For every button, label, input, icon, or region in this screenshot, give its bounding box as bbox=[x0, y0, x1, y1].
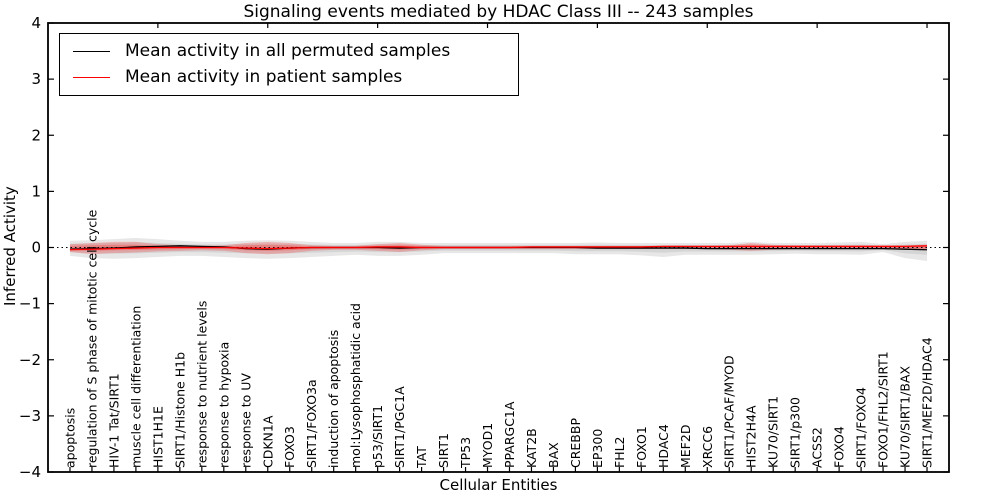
x-tick-label: TP53 bbox=[458, 437, 473, 469]
x-tick-label: HIV-1 Tat/SIRT1 bbox=[106, 373, 121, 468]
x-tick-label: KU70/SIRT1/BAX bbox=[898, 366, 913, 468]
legend-label-permuted: Mean activity in all permuted samples bbox=[125, 41, 451, 61]
x-tick-label: TAT bbox=[414, 446, 429, 469]
x-tick-label: SIRT1/Histone H1b bbox=[172, 352, 187, 468]
x-tick-label: mol:Lysophosphatidic acid bbox=[348, 303, 363, 468]
y-tick-label: −2 bbox=[19, 351, 41, 369]
x-tick-label: MYOD1 bbox=[480, 423, 495, 468]
x-tick-label: FOXO4 bbox=[832, 426, 847, 468]
x-tick-label: apoptosis bbox=[62, 408, 77, 468]
x-tick-label: KU70/SIRT1 bbox=[766, 396, 781, 468]
x-tick-label: MEF2D bbox=[678, 425, 693, 468]
legend-entry-permuted: Mean activity in all permuted samples bbox=[73, 43, 518, 60]
x-tick-label: CDKN1A bbox=[260, 415, 275, 468]
legend-entry-patient: Mean activity in patient samples bbox=[73, 69, 518, 86]
x-tick-label: ACSS2 bbox=[810, 427, 825, 468]
x-tick-label: regulation of S phase of mitotic cell cy… bbox=[84, 209, 99, 468]
x-tick-label: SIRT1/FOXO4 bbox=[854, 387, 869, 468]
patient-mean-line bbox=[69, 245, 928, 251]
y-tick-label: −4 bbox=[19, 463, 41, 481]
x-tick-label: HDAC4 bbox=[656, 424, 671, 468]
x-tick-label: FOXO3 bbox=[282, 426, 297, 468]
patient-line-swatch bbox=[73, 77, 110, 78]
y-tick-label: 0 bbox=[31, 239, 41, 257]
legend-label-patient: Mean activity in patient samples bbox=[125, 67, 403, 87]
x-tick-label: HIST2H4A bbox=[744, 405, 759, 468]
x-tick-label: FOXO1/FHL2/SIRT1 bbox=[876, 351, 891, 468]
x-tick-label: SIRT1/FOXO3a bbox=[304, 379, 319, 468]
x-axis-label: Cellular Entities bbox=[439, 476, 558, 494]
permuted-range-band bbox=[69, 237, 928, 261]
y-tick-label: −1 bbox=[19, 295, 41, 313]
permuted-line-swatch bbox=[73, 51, 110, 52]
x-tick-labels: apoptosis regulation of S phase of mitoti… bbox=[62, 209, 934, 469]
x-tick-label: SIRT1/PGC1A bbox=[392, 386, 407, 468]
x-tick-label: FOXO1 bbox=[634, 426, 649, 468]
x-tick-label: response to nutrient levels bbox=[194, 301, 209, 468]
x-tick-label: EP300 bbox=[590, 429, 605, 468]
x-tick-label: SIRT1/MEF2D/HDAC4 bbox=[920, 337, 935, 468]
x-tick-label: BAX bbox=[546, 442, 561, 468]
y-tick-label: 3 bbox=[31, 70, 41, 88]
x-tick-label: HIST1H1E bbox=[150, 406, 165, 468]
x-tick-label: PPARGC1A bbox=[502, 401, 517, 468]
y-axis-ticks: −4 −3 −2 −1 0 1 2 3 4 bbox=[19, 14, 949, 481]
x-axis-top-ticks bbox=[157, 23, 928, 28]
x-tick-label: XRCC6 bbox=[700, 426, 715, 468]
y-tick-label: 2 bbox=[31, 126, 41, 144]
x-tick-label: response to hypoxia bbox=[216, 342, 231, 468]
y-tick-label: 4 bbox=[31, 14, 41, 32]
x-axis-ticks bbox=[69, 467, 928, 472]
legend: Mean activity in all permuted samples Me… bbox=[59, 33, 519, 96]
y-axis-label: Inferred Activity bbox=[1, 186, 19, 307]
x-tick-label: CREBBP bbox=[568, 418, 583, 468]
x-tick-label: SIRT1 bbox=[436, 433, 451, 468]
x-tick-label: p53/SIRT1 bbox=[370, 405, 385, 468]
x-tick-label: FHL2 bbox=[612, 436, 627, 468]
x-tick-label: muscle cell differentiation bbox=[128, 306, 143, 468]
x-tick-label: SIRT1/p300 bbox=[788, 397, 803, 468]
x-tick-label: response to UV bbox=[238, 373, 253, 468]
x-tick-label: induction of apoptosis bbox=[326, 330, 341, 468]
y-tick-label: −3 bbox=[19, 407, 41, 425]
y-tick-label: 1 bbox=[31, 182, 41, 200]
x-tick-label: KAT2B bbox=[524, 428, 539, 468]
x-tick-label: SIRT1/PCAF/MYOD bbox=[722, 355, 737, 468]
chart-title: Signaling events mediated by HDAC Class … bbox=[243, 2, 754, 22]
